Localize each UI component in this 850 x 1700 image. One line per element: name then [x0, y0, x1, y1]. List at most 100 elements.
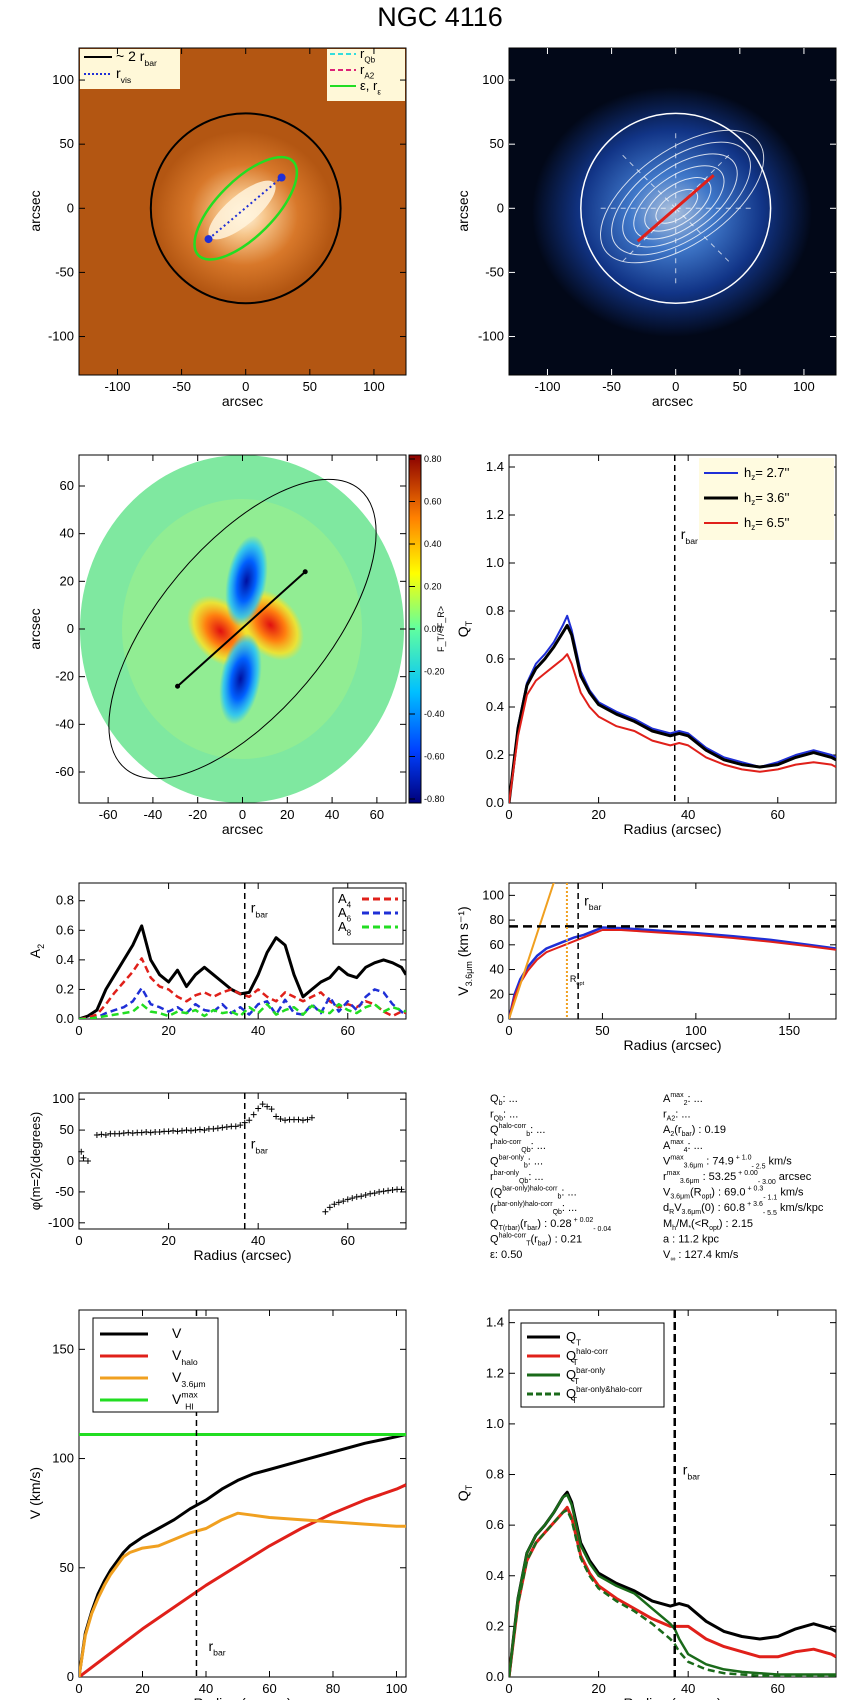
y-tick-label: 40: [490, 962, 504, 977]
scatter-point: [196, 1126, 203, 1133]
param-right-row: Amax2: ...: [663, 1092, 703, 1107]
figure-title: NGC 4116: [377, 2, 503, 32]
scatter-point: [358, 1193, 365, 1200]
p5-legend-label: A8: [338, 919, 352, 938]
x-tick-label: 60: [370, 807, 384, 822]
x-tick-label: 40: [251, 1233, 265, 1248]
y-tick-label: 60: [60, 478, 74, 493]
colorbar-tick-label: 0.40: [424, 539, 442, 549]
series-line-a6: [79, 986, 406, 1019]
y-tick-label: 150: [52, 1341, 74, 1356]
plot-frame: [78, 47, 407, 376]
p5-legend-label: A6: [338, 905, 352, 924]
y-tick-label: 50: [60, 1560, 74, 1575]
scatter-point: [295, 1116, 302, 1123]
p4-legend-label: hz= 3.6'': [744, 490, 789, 507]
param-right-row: V∞ : 127.4 km/s: [663, 1249, 739, 1263]
scatter-point: [78, 1148, 85, 1155]
scatter-point: [380, 1188, 387, 1195]
y-tick-label: 0.6: [486, 651, 504, 666]
scatter-point: [331, 1201, 338, 1208]
rbar-label: rbar: [251, 1136, 268, 1156]
y-tick-label: 50: [60, 136, 74, 151]
p1-legend-right-bg: [327, 49, 405, 101]
x-tick-label: 40: [251, 1023, 265, 1038]
y-tick-label: -40: [55, 716, 74, 731]
p5-legend-bg: [332, 887, 404, 945]
p9-legend-bg: [92, 1317, 219, 1413]
x-tick-label: 0: [75, 1233, 82, 1248]
p1-rvis-end: [277, 173, 286, 182]
scatter-point: [187, 1127, 194, 1134]
x-axis-label: arcsec: [222, 821, 263, 837]
p1-legend-label: ~ 2 rbar: [116, 48, 157, 68]
p1-legend-label: rvis: [116, 65, 132, 85]
y-tick-label: 0.4: [486, 1568, 504, 1583]
y-tick-label: 0: [67, 200, 74, 215]
rbar-label: rbar: [208, 1638, 225, 1658]
scatter-point: [138, 1129, 145, 1136]
scatter-point: [93, 1132, 100, 1139]
p1-ellipse: [193, 155, 299, 261]
panel-qt-hz: 0 20 40 60 0.0 0.2 0.4 0.6 0.8 1.0 1.2 1.4 Radius (a…: [455, 454, 837, 837]
param-right-row: a : 11.2 kpc: [663, 1233, 720, 1245]
y-tick-label: -100: [48, 329, 74, 344]
p1-legend-label: rQb: [360, 46, 376, 65]
p2-contour: [611, 141, 751, 256]
y-tick-label: -50: [485, 264, 504, 279]
x-tick-label: 20: [591, 1681, 605, 1696]
y-tick-label: 1.4: [486, 459, 504, 474]
scatter-point: [219, 1124, 226, 1131]
p5-legend-label: A4: [338, 891, 352, 910]
x-tick-label: 100: [363, 379, 385, 394]
scatter-point: [344, 1196, 351, 1203]
p3-blue-lobe: [225, 535, 268, 627]
scatter-point: [371, 1190, 378, 1197]
param-right-row: rA2: ...: [663, 1109, 691, 1123]
x-axis-label: Radius (arcsec): [623, 1037, 721, 1053]
scatter-point: [210, 1125, 217, 1132]
x-tick-label: 50: [303, 379, 317, 394]
series-line-v3-6um: [509, 926, 836, 1019]
p1-legend-left-bg: [80, 49, 180, 89]
scatter-point: [322, 1208, 329, 1215]
x-tick-label: -100: [104, 379, 130, 394]
panel-velocity: 0 20 40 60 80 100 0 50 100 150 Radius (arcsec) V (k…: [27, 1309, 408, 1700]
rbar-label: rbar: [251, 900, 268, 920]
scatter-point: [183, 1127, 190, 1134]
x-tick-label: -40: [144, 807, 163, 822]
panel-qt-corrections: 0 20 40 60 0.0 0.2 0.4 0.6 0.8 1.0 1.2 1.4 Radius (a…: [455, 1309, 837, 1700]
x-tick-label: 0: [75, 1023, 82, 1038]
x-axis-label: Radius (arcsec): [193, 1695, 291, 1700]
panel-parameters: Qb: ... rQb: ...Qhalo-corrb: ...rhalo-cor…: [490, 1092, 824, 1263]
p2-dashed-contour: [675, 207, 733, 266]
series-line-v3-6um-red: [509, 929, 836, 1019]
x-tick-label: 60: [771, 807, 785, 822]
plot-frame: [508, 882, 837, 1020]
panel-blue-image: -100 -50 0 50 100 -100 -50 0 50 100 arcsec arcsec: [455, 47, 837, 409]
x-tick-label: 0: [242, 379, 249, 394]
series-line-slope: [509, 883, 555, 1019]
param-left-row: Qbar-onlyb: ...: [490, 1154, 543, 1169]
scatter-point: [80, 1154, 87, 1161]
scatter-point: [308, 1114, 315, 1121]
y-axis-label: QT: [455, 1484, 474, 1501]
scatter-point: [170, 1127, 177, 1134]
x-tick-label: 0: [75, 1681, 82, 1696]
x-tick-label: 100: [793, 379, 815, 394]
p3-ellipse: [108, 478, 377, 780]
y-tick-label: 0.0: [56, 1011, 74, 1026]
scatter-point: [116, 1130, 123, 1137]
y-tick-label: 0.4: [56, 952, 74, 967]
param-left-row: rbar-onlyQb: ...: [490, 1170, 544, 1185]
y-tick-label: 1.2: [486, 507, 504, 522]
x-tick-label: 100: [386, 1681, 408, 1696]
y-axis-label: A2: [27, 944, 46, 958]
y-tick-label: 0.6: [56, 922, 74, 937]
y-tick-label: 50: [490, 136, 504, 151]
scatter-point: [246, 1117, 253, 1124]
y-tick-label: 100: [482, 72, 504, 87]
p9-legend-label: Vmax HI: [172, 1390, 198, 1412]
x-tick-label: 0: [505, 1023, 512, 1038]
scatter-point: [250, 1111, 257, 1118]
